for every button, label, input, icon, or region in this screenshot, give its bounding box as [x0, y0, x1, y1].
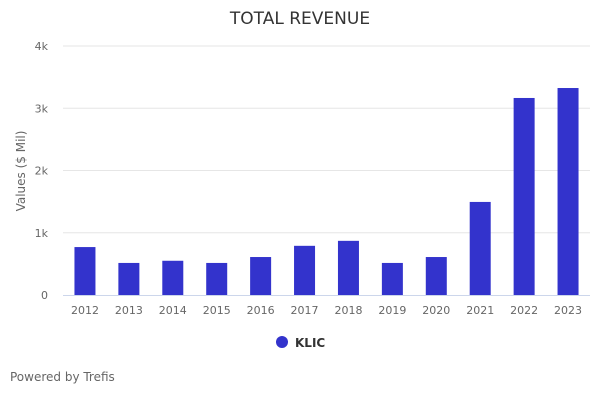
- bar-2022[interactable]: [513, 97, 535, 295]
- legend[interactable]: KLIC: [276, 336, 325, 350]
- x-tick-label: 2022: [510, 304, 538, 317]
- x-tick-label: 2016: [247, 304, 275, 317]
- bar-2018[interactable]: [337, 240, 359, 295]
- bar-series: [74, 88, 579, 295]
- bar-2015[interactable]: [206, 262, 228, 295]
- grid-lines: [63, 45, 590, 234]
- y-tick-label: 1k: [35, 227, 49, 240]
- x-tick-label: 2023: [554, 304, 582, 317]
- x-tick-label: 2015: [203, 304, 231, 317]
- y-axis-label: Values ($ Mil): [14, 131, 28, 212]
- x-tick-label: 2019: [378, 304, 406, 317]
- bar-2017[interactable]: [294, 245, 316, 295]
- bar-2013[interactable]: [118, 262, 140, 295]
- y-tick-label: 2k: [35, 165, 49, 178]
- bar-2016[interactable]: [250, 257, 272, 295]
- x-tick-label: 2018: [334, 304, 362, 317]
- legend-marker-icon: [276, 336, 288, 348]
- bar-2012[interactable]: [74, 247, 96, 295]
- credit-text: Powered by Trefis: [10, 370, 115, 384]
- y-tick-label: 3k: [35, 102, 49, 115]
- bar-2014[interactable]: [162, 260, 184, 295]
- x-tick-label: 2020: [422, 304, 450, 317]
- x-tick-label: 2012: [71, 304, 99, 317]
- y-tick-label: 4k: [35, 40, 49, 53]
- bar-2020[interactable]: [425, 257, 447, 295]
- x-tick-label: 2014: [159, 304, 187, 317]
- bar-2023[interactable]: [557, 88, 579, 295]
- y-tick-label: 0: [41, 289, 48, 302]
- x-axis-ticks: 2012 2013 2014 2015 2016 2017 2018 2019 2020 2021…: [71, 304, 582, 317]
- bar-2021[interactable]: [469, 201, 491, 295]
- x-tick-label: 2021: [466, 304, 494, 317]
- x-tick-label: 2017: [291, 304, 319, 317]
- x-tick-label: 2013: [115, 304, 143, 317]
- legend-label[interactable]: KLIC: [295, 336, 325, 350]
- bar-2019[interactable]: [381, 262, 403, 295]
- chart-title: TOTAL REVENUE: [229, 9, 370, 29]
- y-axis-ticks: 0 1k 2k 3k 4k: [35, 40, 49, 302]
